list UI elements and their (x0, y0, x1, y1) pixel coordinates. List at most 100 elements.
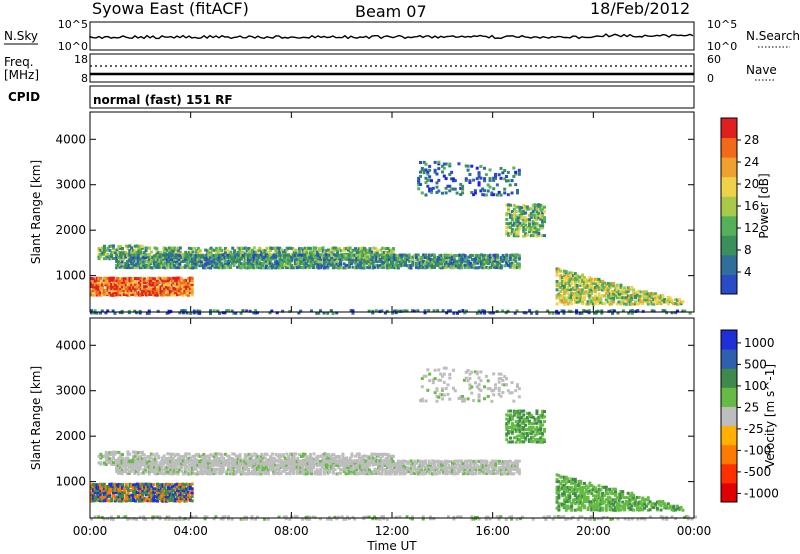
velocity-cell (237, 467, 241, 471)
power-cell (381, 246, 385, 250)
power-cell (443, 257, 447, 261)
velocity-cell (166, 482, 170, 486)
power-cell (210, 259, 214, 263)
power-cell (402, 253, 406, 257)
power-cell (570, 298, 574, 302)
power-cell (492, 311, 496, 315)
velocity-cell (225, 454, 229, 458)
power-cell (445, 264, 449, 268)
velocity-cell (166, 457, 170, 461)
velocity-cell (135, 464, 139, 468)
velocity-cell (201, 472, 205, 476)
velocity-cell (339, 471, 343, 475)
power-cell (378, 265, 382, 269)
power-cell (644, 300, 648, 304)
velocity-cell (362, 463, 366, 467)
power-cell (463, 255, 467, 259)
velocity-cell (165, 470, 169, 474)
power-cell (279, 257, 283, 261)
power-cell (621, 309, 625, 313)
velocity-cell (247, 452, 251, 456)
power-cell (108, 285, 112, 289)
velocity-cell (144, 487, 148, 491)
power-cell (147, 259, 151, 263)
power-cell (510, 263, 514, 267)
velocity-cell (308, 471, 312, 475)
power-cell (458, 260, 462, 264)
power-cell (100, 293, 104, 297)
velocity-cell (276, 454, 280, 458)
power-cell (194, 266, 198, 270)
power-cell (245, 253, 249, 257)
power-cell (570, 294, 574, 298)
velocity-cell (144, 491, 148, 495)
velocity-cell (137, 492, 141, 496)
power-cell (139, 287, 143, 291)
power-cell (561, 287, 565, 291)
velocity-cell (135, 470, 139, 474)
power-cell (170, 288, 174, 292)
velocity-cell (349, 466, 353, 470)
power-cell (292, 255, 296, 259)
power-cell (501, 258, 505, 262)
power-cell (113, 285, 117, 289)
power-cell (239, 257, 243, 261)
power-cell (568, 293, 572, 297)
power-cell (474, 256, 478, 260)
velocity-cell (376, 459, 380, 463)
power-cell (234, 311, 238, 315)
power-cell (581, 278, 585, 282)
power-cell (621, 302, 625, 306)
power-cell (646, 302, 650, 306)
power-cell (559, 300, 563, 304)
power-cell (326, 266, 330, 270)
velocity-cell (165, 467, 169, 471)
power-cell (400, 255, 404, 259)
velocity-cell (201, 462, 205, 466)
power-cell (169, 250, 173, 254)
power-cell (395, 265, 399, 269)
power-cell (650, 294, 654, 298)
velocity-cell (154, 472, 158, 476)
power-cell (666, 302, 670, 306)
power-cell (154, 285, 158, 289)
power-cell (593, 277, 597, 281)
power-heatmap-cells (90, 160, 692, 315)
power-cell (357, 266, 361, 270)
power-cell (115, 248, 119, 252)
power-cell (481, 266, 485, 270)
power-cell (522, 218, 526, 222)
power-cell (581, 290, 585, 294)
velocity-cell (152, 497, 156, 501)
power-cell (102, 278, 106, 282)
power-cell (557, 267, 561, 271)
velocity-cell (113, 497, 117, 501)
power-cell (541, 234, 545, 238)
power-cell (524, 211, 528, 215)
power-cell (483, 177, 487, 181)
velocity-cell (256, 455, 260, 459)
power-cell (531, 221, 535, 225)
power-cell (155, 281, 159, 285)
power-cell (422, 168, 426, 172)
velocity-cell (121, 490, 125, 494)
power-cell (654, 296, 658, 300)
power-cell (163, 261, 167, 265)
power-cell (135, 253, 139, 257)
velocity-cell (102, 492, 106, 496)
velocity-cell (366, 470, 370, 474)
velocity-cell (146, 499, 150, 503)
velocity-cell (176, 470, 180, 474)
power-cell (478, 265, 482, 269)
power-cell (441, 265, 445, 269)
power-cell (386, 246, 390, 250)
power-cell (214, 261, 218, 265)
power-cell (198, 309, 202, 313)
power-cell (512, 211, 516, 215)
power-cell (675, 302, 679, 306)
velocity-cell (121, 499, 125, 503)
power-cell (508, 255, 512, 259)
power-cell (216, 262, 220, 266)
power-cell (132, 280, 136, 284)
power-cell (661, 296, 665, 300)
